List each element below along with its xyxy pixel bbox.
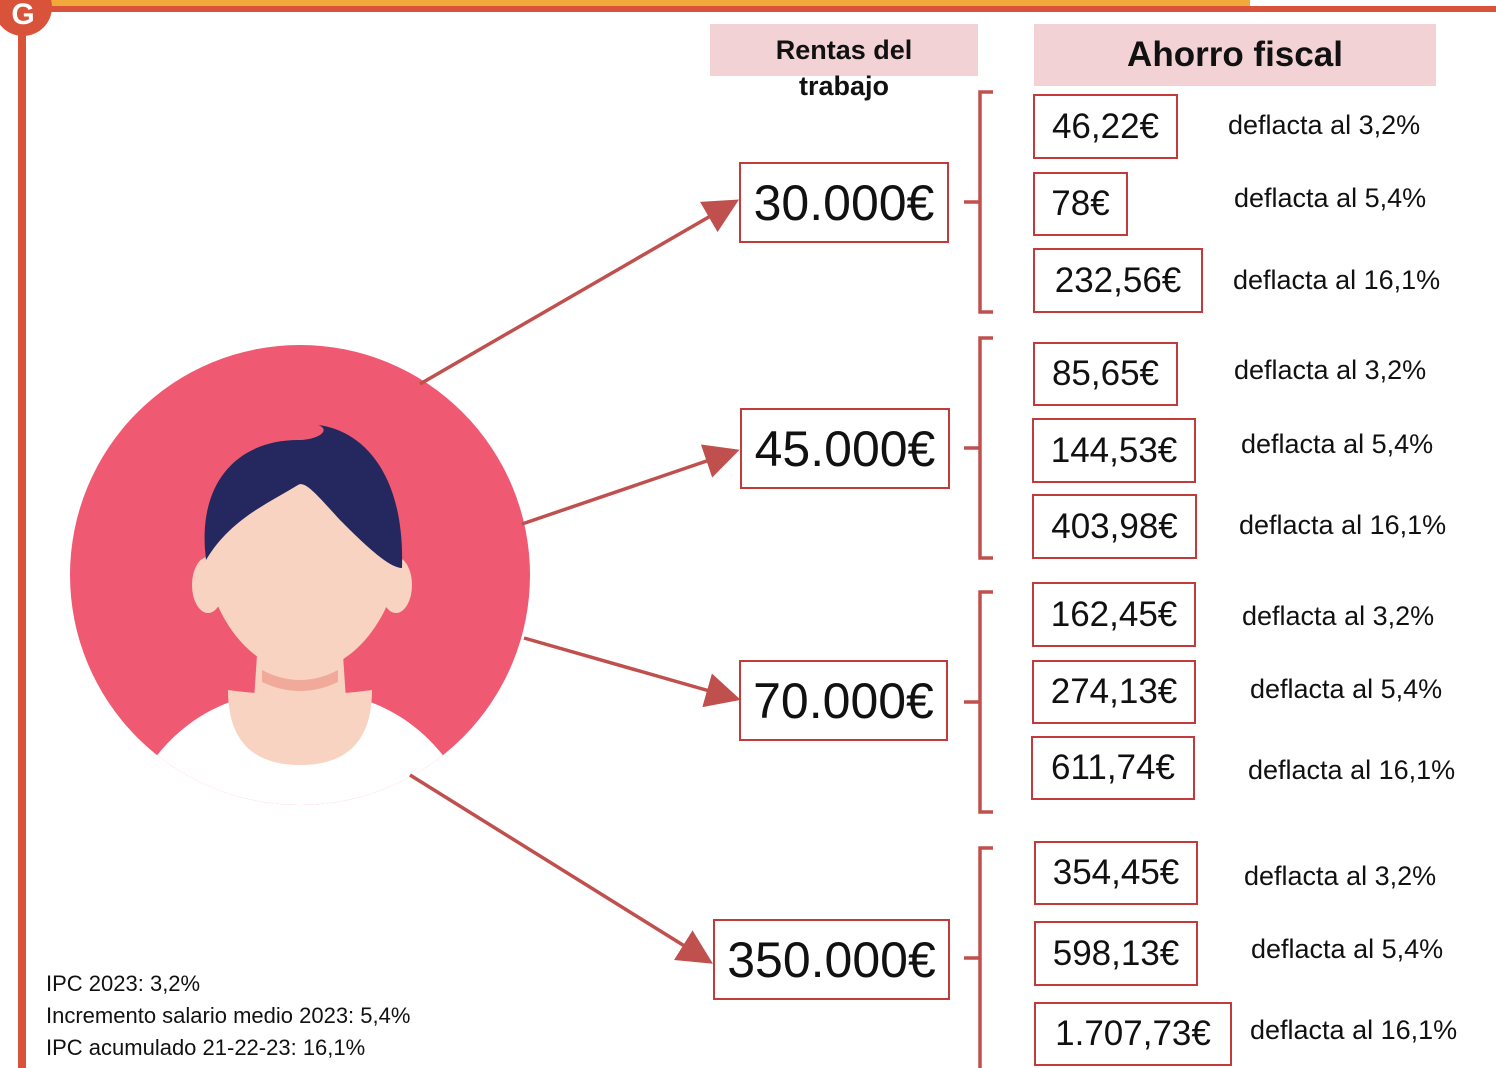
income-box: 30.000€	[739, 162, 949, 243]
arrow-350000	[409, 773, 713, 964]
rentas-header: Rentas del trabajo	[710, 24, 978, 101]
deflation-note: deflacta al 5,4%	[1241, 429, 1434, 459]
deflation-note: deflacta al 16,1%	[1239, 510, 1447, 540]
avatar-icon	[70, 345, 530, 805]
saving-box: 1.707,73€	[1034, 1002, 1232, 1066]
bracket-350000	[964, 846, 993, 1068]
deflation-note: deflacta al 5,4%	[1251, 934, 1444, 964]
deflation-note: deflacta al 5,4%	[1234, 183, 1427, 213]
footnote-ipc-2023: IPC 2023: 3,2%	[46, 971, 201, 996]
top-bar	[0, 0, 1496, 14]
deflation-note: deflacta al 16,1%	[1248, 755, 1456, 785]
logo-glyph: G	[11, 0, 35, 31]
top-bar-line	[0, 6, 1496, 12]
arrow-45000	[521, 444, 740, 526]
rentas-header-label: Rentas del trabajo	[775, 35, 913, 101]
footnote-salario: Incremento salario medio 2023: 5,4%	[46, 1003, 411, 1028]
deflation-note: deflacta al 3,2%	[1242, 601, 1435, 631]
bracket-30000	[964, 90, 993, 314]
saving-box: 162,45€	[1032, 582, 1196, 647]
top-bar-accent	[0, 0, 1250, 6]
saving-box: 144,53€	[1032, 418, 1196, 483]
saving-box: 354,45€	[1034, 841, 1198, 905]
deflation-note: deflacta al 3,2%	[1234, 355, 1427, 385]
income-box: 70.000€	[739, 660, 948, 741]
bracket-70000	[964, 590, 993, 814]
saving-box: 232,56€	[1033, 248, 1203, 313]
footnote-ipc-acumulado: IPC acumulado 21-22-23: 16,1%	[46, 1035, 366, 1060]
ahorro-header: Ahorro fiscal	[1034, 24, 1436, 86]
deflation-note: deflacta al 16,1%	[1233, 265, 1441, 295]
income-box: 350.000€	[713, 919, 950, 1000]
arrow-70000	[523, 636, 741, 708]
ahorro-header-label: Ahorro fiscal	[1127, 35, 1343, 74]
saving-box: 274,13€	[1032, 660, 1196, 724]
saving-box: 46,22€	[1033, 94, 1178, 159]
income-box: 45.000€	[740, 408, 950, 489]
deflation-note: deflacta al 16,1%	[1250, 1015, 1458, 1045]
saving-box: 611,74€	[1031, 736, 1195, 800]
bracket-45000	[964, 336, 993, 560]
saving-box: 403,98€	[1032, 494, 1197, 559]
saving-box: 78€	[1033, 172, 1128, 236]
brackets	[964, 90, 993, 1068]
left-bar	[18, 0, 26, 1068]
saving-box: 598,13€	[1034, 921, 1198, 986]
arrow-30000	[419, 199, 740, 386]
saving-box: 85,65€	[1033, 342, 1178, 406]
deflation-note: deflacta al 3,2%	[1228, 110, 1421, 140]
deflation-note: deflacta al 5,4%	[1250, 674, 1443, 704]
deflation-note: deflacta al 3,2%	[1244, 861, 1437, 891]
